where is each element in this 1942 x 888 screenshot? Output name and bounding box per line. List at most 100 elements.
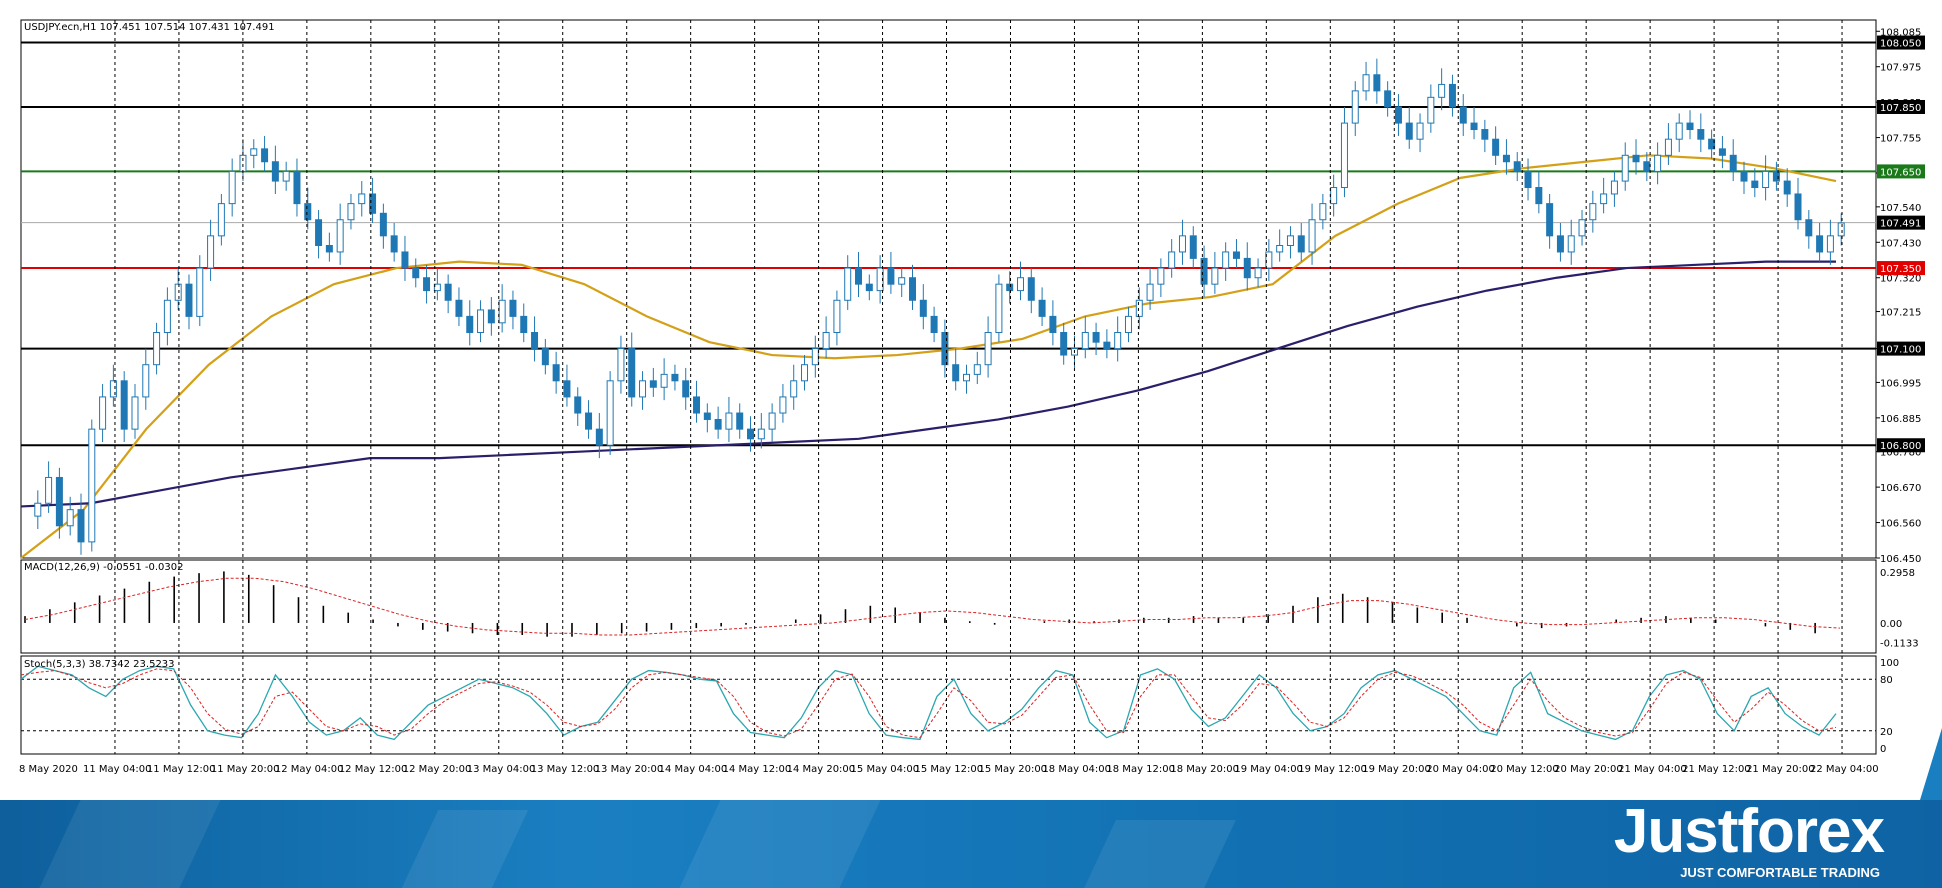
bear-candle	[703, 412, 711, 420]
bull-candle	[1286, 235, 1294, 247]
stochastic-scale-label: 0	[1880, 744, 1886, 755]
bull-candle	[45, 476, 53, 504]
bull-candle	[1664, 138, 1672, 156]
time-tick-label: 21 May 12:00	[1682, 764, 1751, 775]
bear-candle	[1481, 129, 1489, 140]
bear-candle	[585, 412, 593, 430]
macd-signal-line	[24, 577, 1841, 636]
bull-candle	[1621, 154, 1629, 182]
bull-candle	[801, 364, 809, 382]
bull-candle	[358, 193, 366, 205]
bull-candle	[833, 299, 841, 333]
stochastic-label: Stoch(5,3,3) 38.7342 23.5233	[24, 659, 175, 670]
price-tick-label: 106.995	[1880, 378, 1921, 389]
bear-candle	[563, 380, 571, 398]
bear-candle	[379, 212, 387, 237]
bull-candle	[1114, 331, 1122, 350]
bear-candle	[55, 476, 63, 527]
bull-candle	[1438, 83, 1446, 98]
bear-candle	[1632, 154, 1640, 163]
bull-candle	[239, 154, 247, 172]
bear-candle	[520, 315, 528, 333]
price-tick-label: 107.320	[1880, 274, 1921, 285]
bull-candle	[163, 299, 171, 333]
bull-candle	[995, 283, 1003, 333]
bull-candle	[1416, 122, 1424, 140]
bear-candle	[1006, 283, 1014, 292]
bear-candle	[466, 315, 474, 333]
bear-candle	[1049, 315, 1057, 333]
bull-candle	[1157, 267, 1165, 285]
level-tag-label: 108.050	[1880, 39, 1921, 50]
bull-candle	[207, 235, 215, 269]
bear-candle	[855, 267, 863, 285]
bear-candle	[1103, 341, 1111, 350]
bull-candle	[1654, 154, 1662, 172]
bear-candle	[77, 509, 85, 543]
bull-candle	[228, 170, 236, 205]
level-tag-label: 107.850	[1880, 103, 1921, 114]
bear-candle	[390, 235, 398, 253]
bear-candle	[1492, 138, 1500, 156]
bear-candle	[304, 203, 312, 221]
bull-candle	[790, 380, 798, 398]
bear-candle	[531, 331, 539, 350]
bull-candle	[1319, 203, 1327, 221]
time-tick-label: 20 May 12:00	[1490, 764, 1559, 775]
bull-candle	[725, 412, 733, 430]
bear-candle	[1038, 299, 1046, 317]
bull-candle	[433, 283, 441, 292]
bear-candle	[412, 267, 420, 279]
bull-candle	[196, 267, 204, 317]
bear-candle	[271, 161, 279, 182]
bear-candle	[671, 373, 679, 382]
level-tag-bg	[1877, 261, 1925, 276]
bear-candle	[444, 283, 452, 301]
bull-candle	[66, 509, 74, 527]
bull-candle	[477, 309, 485, 333]
bull-candle	[1211, 267, 1219, 285]
price-tick-label: 106.670	[1880, 483, 1921, 494]
time-tick-label: 15 May 04:00	[851, 764, 920, 775]
moving-average-line	[20, 260, 1836, 508]
bear-candle	[649, 380, 657, 388]
bear-candle	[1189, 235, 1197, 259]
bear-candle	[1772, 170, 1780, 182]
price-panel: 108.085107.975107.865107.755107.645107.5…	[20, 19, 1925, 755]
symbol-info: USDJPY.ecn,H1 107.451 107.514 107.431 10…	[24, 22, 275, 33]
time-tick-label: 14 May 20:00	[787, 764, 856, 775]
bull-candle	[131, 396, 139, 430]
bear-candle	[1448, 83, 1456, 108]
brand-banner	[0, 800, 1942, 888]
bear-candle	[369, 193, 377, 214]
bear-candle	[1027, 277, 1035, 301]
time-tick-label: 12 May 12:00	[339, 764, 408, 775]
bull-candle	[606, 380, 614, 446]
bull-candle	[1600, 193, 1608, 205]
time-tick-label: 18 May 04:00	[1042, 764, 1111, 775]
bull-candle	[768, 412, 776, 430]
bear-candle	[541, 348, 549, 366]
price-tick-label: 107.215	[1880, 308, 1921, 319]
panel-frame	[20, 19, 1877, 559]
bear-candle	[1373, 74, 1381, 92]
bear-candle	[1643, 161, 1651, 172]
time-tick-label: 14 May 12:00	[723, 764, 792, 775]
bear-candle	[1232, 251, 1240, 259]
bear-candle	[185, 283, 193, 317]
bull-candle	[1016, 277, 1024, 292]
macd-scale-label: 0.2958	[1880, 568, 1915, 579]
level-tag-bg	[1877, 438, 1925, 453]
bull-candle	[1351, 90, 1359, 124]
panel-frame	[20, 655, 1877, 755]
bear-candle	[1092, 331, 1100, 343]
time-tick-label: 14 May 04:00	[659, 764, 728, 775]
time-tick-label: 21 May 20:00	[1746, 764, 1815, 775]
bull-candle	[1124, 315, 1132, 333]
time-tick-label: 20 May 04:00	[1426, 764, 1495, 775]
bear-candle	[595, 428, 603, 446]
level-tag-bg	[1877, 35, 1925, 50]
bear-candle	[714, 418, 722, 430]
bull-candle	[973, 364, 981, 375]
bull-candle	[1826, 235, 1834, 253]
